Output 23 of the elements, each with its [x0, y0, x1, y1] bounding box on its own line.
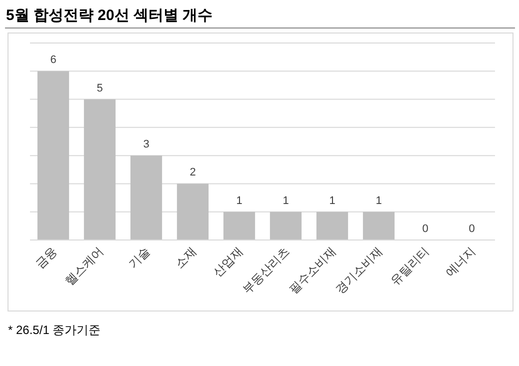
text: * 26.5/1 종가기준 — [8, 323, 101, 337]
bar — [270, 212, 302, 240]
x-tick-label: 금융 — [32, 244, 60, 272]
bar — [84, 99, 116, 240]
bar — [130, 156, 162, 240]
data-label: 2 — [190, 166, 196, 179]
data-label: 1 — [329, 194, 336, 207]
bar — [176, 184, 209, 240]
bar — [37, 71, 70, 240]
bar — [362, 212, 395, 240]
data-label: 1 — [236, 194, 242, 207]
data-label: 6 — [50, 54, 56, 66]
data-label: 5 — [96, 82, 103, 94]
data-label: 1 — [376, 194, 382, 207]
data-label: 0 — [422, 223, 428, 235]
data-label: 0 — [468, 223, 475, 235]
chart-title: 5월 합성전략 20선 섹터별 개수 — [6, 7, 213, 24]
bar — [223, 212, 256, 240]
data-label: 1 — [282, 194, 289, 207]
data-label: 3 — [143, 138, 150, 151]
bar — [316, 212, 348, 240]
x-tick-label: 기술 — [126, 244, 152, 272]
x-tick-label: 소재 — [172, 244, 199, 272]
